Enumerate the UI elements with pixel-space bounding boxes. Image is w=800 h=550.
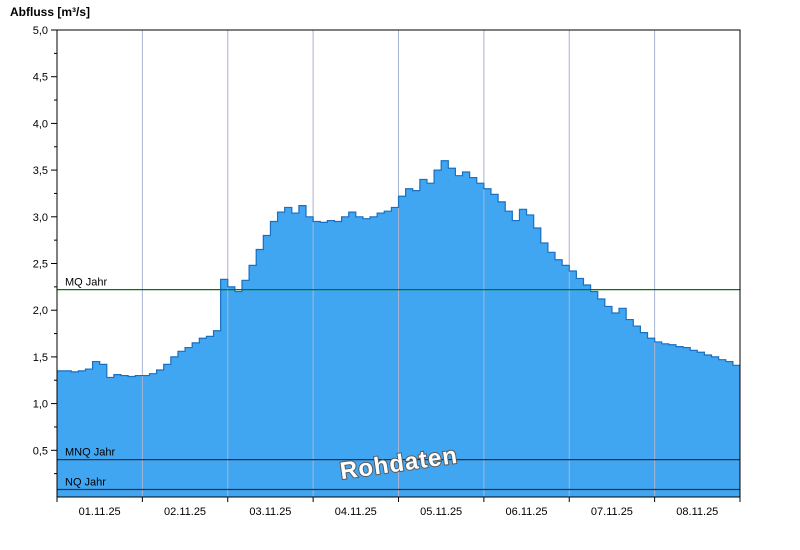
y-tick-label: 3,0 [33, 212, 48, 224]
x-tick-label: 05.11.25 [420, 506, 462, 518]
y-tick-label: 1,0 [33, 399, 48, 411]
y-tick-label: 2,5 [33, 259, 48, 271]
x-tick-label: 02.11.25 [164, 506, 206, 518]
x-tick-label: 08.11.25 [676, 506, 718, 518]
y-tick-label: 5,0 [33, 25, 48, 37]
y-tick-label: 1,5 [33, 352, 48, 364]
refline-label-nq-jahr: NQ Jahr [65, 477, 106, 489]
discharge-step-line [57, 160, 740, 379]
x-tick-label: 06.11.25 [506, 506, 548, 518]
y-tick-label: 2,0 [33, 305, 48, 317]
x-tick-label: 07.11.25 [591, 506, 633, 518]
refline-label-mnq-jahr: MNQ Jahr [65, 447, 115, 459]
y-tick-label: 3,5 [33, 165, 48, 177]
x-tick-label: 01.11.25 [79, 506, 121, 518]
y-tick-label: 4,5 [33, 72, 48, 84]
refline-label-mq-jahr: MQ Jahr [65, 277, 108, 289]
x-tick-label: 04.11.25 [335, 506, 377, 518]
y-tick-label: 4,0 [33, 118, 48, 130]
x-tick-label: 03.11.25 [249, 506, 291, 518]
y-axis-title: Abfluss [m³/s] [10, 5, 91, 19]
y-tick-label: 0,5 [33, 445, 48, 457]
